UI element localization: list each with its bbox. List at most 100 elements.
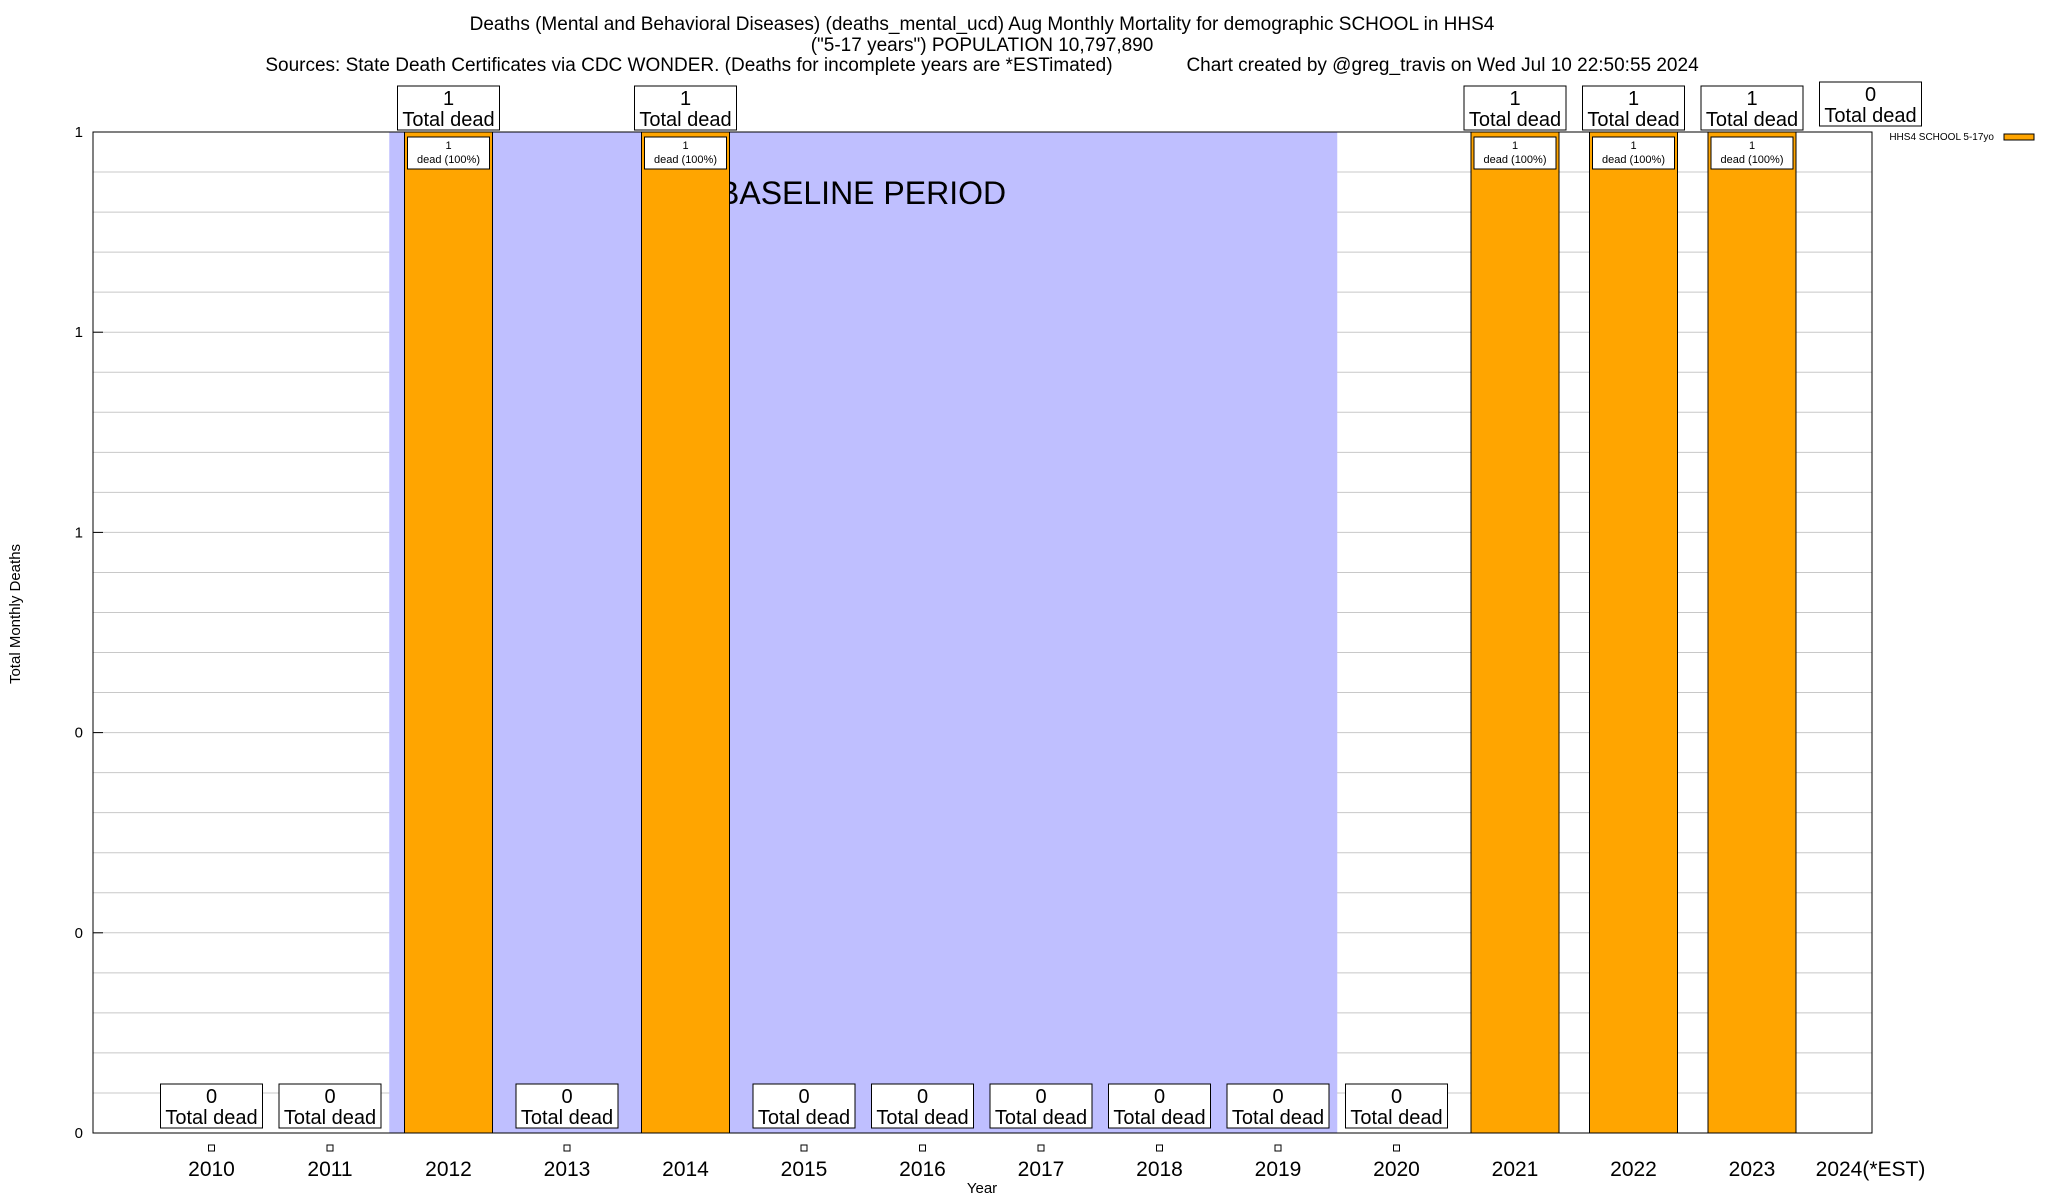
bar-label-box: [644, 136, 727, 170]
bar-label-box: [1710, 136, 1794, 170]
total-label-value: 1: [680, 88, 691, 110]
legend: HHS4 SCHOOL 5-17yo: [1889, 132, 2035, 143]
bar-label-value: 1: [1512, 140, 1518, 152]
x-tick-label: 2010: [188, 1158, 235, 1181]
total-label-value: 0: [917, 1086, 928, 1108]
x-axis-label: Year: [967, 1180, 997, 1197]
zero-marker: [1156, 1144, 1163, 1152]
bar-label-suffix: dead (100%): [417, 154, 480, 166]
total-label-value: 1: [1509, 88, 1520, 110]
total-label-box: [634, 85, 737, 131]
total-label-suffix: Total dead: [402, 109, 494, 131]
total-label-suffix: Total dead: [1232, 1107, 1324, 1129]
bar-label-value: 1: [682, 140, 688, 152]
x-tick-label: 2018: [1136, 1158, 1183, 1181]
title-line-1: Deaths (Mental and Behavioral Diseases) …: [470, 14, 1495, 35]
zero-marker: [563, 1144, 571, 1152]
total-label-box: [1226, 1083, 1330, 1129]
x-tick-label: 2012: [425, 1158, 472, 1181]
x-axis-ticks: 2010 2011 2012 2013 2014 2015 2016 2017 2018 2019…: [188, 1158, 1925, 1181]
bar-label-suffix: dead (100%): [1602, 154, 1665, 166]
y-tick-label: 1: [75, 524, 83, 541]
total-label-box: [752, 1083, 856, 1129]
bar-2023: [1707, 131, 1797, 1134]
plot-frame: [92, 131, 1873, 1134]
total-label-value: 0: [1035, 1086, 1046, 1108]
bar-label-value: 1: [1749, 140, 1755, 152]
bar-label-box: [1473, 136, 1557, 170]
zero-marker: [919, 1144, 926, 1152]
zero-marker: [1274, 1144, 1282, 1152]
plot-border: [92, 131, 1873, 1134]
total-label-suffix: Total dead: [758, 1107, 850, 1129]
zero-marker: [1393, 1144, 1400, 1152]
bar-label-suffix: dead (100%): [1484, 154, 1547, 166]
total-label-box: [278, 1083, 382, 1129]
total-label-suffix: Total dead: [1113, 1107, 1205, 1129]
x-tick-label: 2013: [544, 1158, 591, 1181]
bar-label-value: 1: [445, 140, 451, 152]
baseline-label: BASELINE PERIOD: [718, 175, 1006, 211]
x-tick-label: 2011: [307, 1158, 352, 1181]
total-label-value: 0: [1154, 1086, 1165, 1108]
bar-label-box: [407, 136, 490, 170]
total-label-box: [397, 85, 500, 131]
bar-label-suffix: dead (100%): [654, 154, 717, 166]
x-tick-label: 2015: [781, 1158, 828, 1181]
y-tick-label: 1: [75, 324, 83, 341]
bar-label-suffix: dead (100%): [1721, 154, 1784, 166]
x-tick-label: 2022: [1610, 1158, 1657, 1181]
x-tick-label: 2014: [662, 1158, 709, 1181]
x-tick-label: 2024(*EST): [1816, 1158, 1926, 1181]
total-label-box: [871, 1083, 974, 1129]
y-tick-label: 0: [75, 725, 83, 742]
total-label-suffix: Total dead: [639, 109, 731, 131]
total-label-suffix: Total dead: [1706, 109, 1798, 131]
total-label-box: [1819, 81, 1922, 127]
x-tick-label: 2019: [1255, 1158, 1302, 1181]
total-label-suffix: Total dead: [876, 1107, 968, 1129]
bar-2022: [1589, 131, 1678, 1134]
y-axis-ticks: 0 0 0 1 1 1: [75, 124, 103, 1142]
total-label-suffix: Total dead: [284, 1107, 376, 1129]
y-axis-label: Total Monthly Deaths: [7, 544, 24, 684]
x-tick-label: 2021: [1492, 1158, 1539, 1181]
total-label-box: [1345, 1083, 1448, 1129]
total-label-box: [1108, 1083, 1211, 1129]
y-tick-label: 1: [75, 124, 83, 141]
total-label-value: 1: [1628, 88, 1639, 110]
baseline-band-rect: [389, 132, 1338, 1133]
total-label-suffix: Total dead: [165, 1107, 257, 1129]
y-tick-label: 0: [75, 1125, 83, 1142]
x-tick-label: 2020: [1373, 1158, 1420, 1181]
total-label-value: 0: [561, 1086, 572, 1108]
x-tick-label: 2023: [1729, 1158, 1776, 1181]
total-label-suffix: Total dead: [1350, 1107, 1442, 1129]
bars: [208, 131, 1797, 1152]
total-label-value: 1: [443, 88, 454, 110]
bar-2014: [641, 131, 730, 1134]
data-labels: 1 dead (100%) 1 dead (100%) 1 dead (100%) 1 dea…: [160, 81, 1922, 1129]
total-label-value: 0: [798, 1086, 809, 1108]
title-line-3: Sources: State Death Certificates via CD…: [265, 55, 1699, 76]
bar-2012: [404, 131, 493, 1134]
total-label-box: [515, 1083, 619, 1129]
total-label-value: 0: [1391, 1086, 1402, 1108]
total-label-suffix: Total dead: [521, 1107, 613, 1129]
chart-title: Deaths (Mental and Behavioral Diseases) …: [265, 14, 1699, 76]
total-label-suffix: Total dead: [1824, 105, 1916, 127]
total-label-box: [989, 1083, 1093, 1129]
total-label-box: [1463, 85, 1567, 131]
bar-label-value: 1: [1630, 140, 1636, 152]
bar-2021: [1470, 131, 1560, 1134]
total-label-value: 0: [206, 1086, 217, 1108]
x-tick-label: 2017: [1018, 1158, 1065, 1181]
zero-marker: [800, 1144, 808, 1152]
y-tick-label: 0: [75, 925, 83, 942]
total-label-box: [160, 1083, 263, 1129]
zero-marker: [1037, 1144, 1045, 1152]
total-label-value: 0: [324, 1086, 335, 1108]
total-label-suffix: Total dead: [1587, 109, 1679, 131]
total-label-value: 0: [1272, 1086, 1283, 1108]
